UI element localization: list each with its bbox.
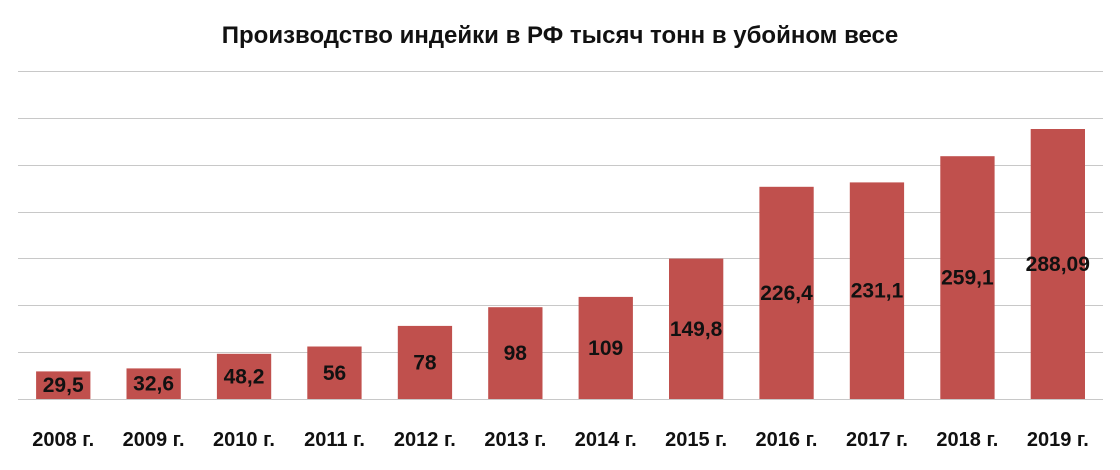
bar	[126, 368, 181, 399]
x-tick-label: 2016 г.	[756, 429, 818, 451]
data-label: 32,6	[133, 373, 174, 396]
data-label: 226,4	[760, 282, 813, 305]
x-tick-label: 2008 г.	[32, 429, 94, 451]
chart-title: Производство индейки в РФ тысяч тонн в у…	[222, 22, 899, 49]
x-tick-label: 2017 г.	[846, 429, 908, 451]
bar	[1030, 129, 1085, 399]
x-tick-label: 2013 г.	[484, 429, 546, 451]
bar	[940, 156, 995, 399]
bar	[397, 325, 453, 399]
data-label: 231,1	[851, 280, 904, 303]
data-label: 149,8	[670, 318, 723, 341]
x-tick-label: 2009 г.	[123, 429, 185, 451]
bar	[759, 186, 814, 399]
x-tick-label: 2015 г.	[665, 429, 727, 451]
data-label: 98	[504, 342, 528, 365]
data-label: 288,09	[1026, 253, 1090, 276]
bar	[36, 371, 91, 399]
bar	[578, 296, 633, 399]
bar	[849, 182, 905, 399]
x-axis-tick-labels: 2008 г. 2009 г. 2010 г. 2011 г. 2012 г. 2013 …	[32, 429, 1089, 451]
x-tick-label: 2011 г.	[304, 429, 365, 451]
data-label: 259,1	[941, 267, 994, 290]
data-label: 109	[588, 337, 623, 360]
data-label: 48,2	[224, 365, 265, 388]
bars	[36, 129, 1085, 399]
bar	[488, 307, 543, 399]
data-labels: 29,5 32,6 48,2 56 78 98 109 149,8 226,4 231,1 259,…	[43, 253, 1090, 397]
x-tick-label: 2010 г.	[213, 429, 275, 451]
x-tick-label: 2019 г.	[1027, 429, 1089, 451]
gridlines	[18, 71, 1103, 400]
x-tick-label: 2014 г.	[575, 429, 637, 451]
data-label: 78	[413, 352, 437, 375]
x-tick-label: 2018 г.	[936, 429, 998, 451]
bar	[669, 258, 724, 399]
data-label: 29,5	[43, 374, 84, 397]
x-tick-label: 2012 г.	[394, 429, 456, 451]
data-label: 56	[323, 362, 346, 385]
bar	[307, 346, 362, 399]
bar	[216, 353, 272, 399]
